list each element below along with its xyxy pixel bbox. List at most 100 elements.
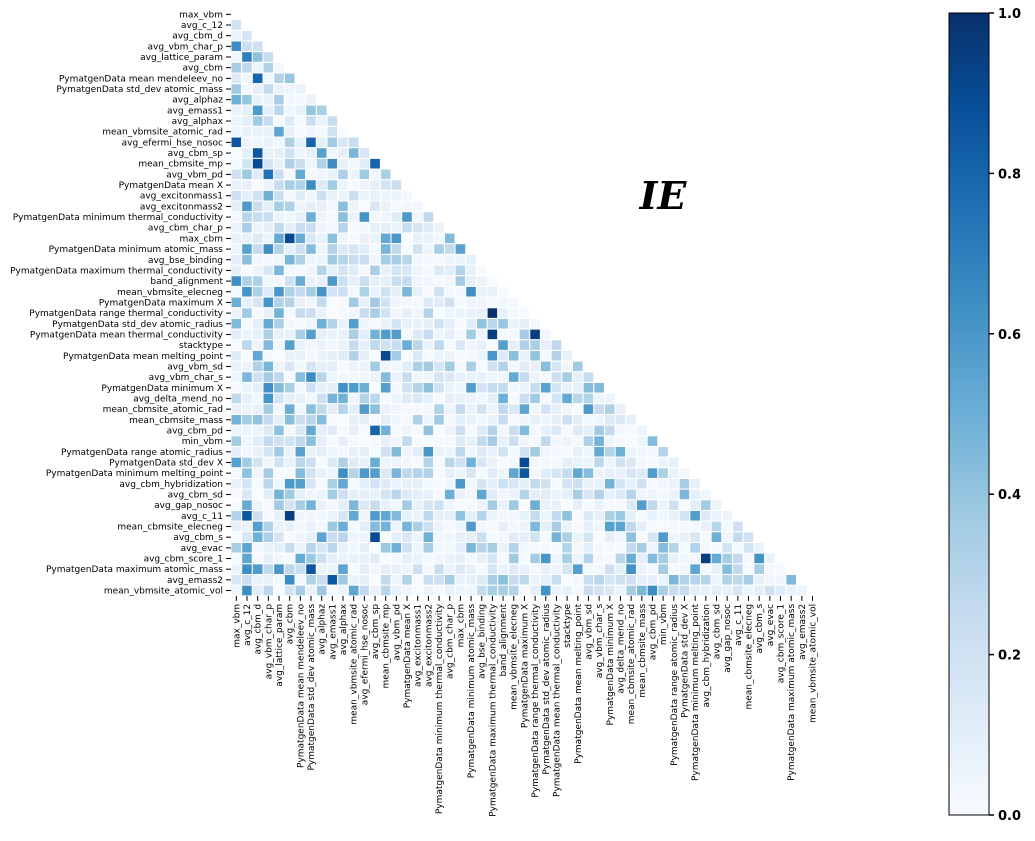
heatmap-cell — [518, 456, 531, 469]
heatmap-cell — [678, 520, 691, 533]
heatmap-cell — [507, 349, 520, 362]
heatmap-cell — [283, 488, 296, 501]
heatmap-cell — [433, 221, 445, 234]
heatmap-cell — [326, 307, 339, 319]
heatmap-cell — [273, 488, 285, 501]
x-tick-label: PymatgenData std_dev atomic_radius — [542, 604, 552, 775]
heatmap-cell — [486, 563, 499, 576]
heatmap-cell — [347, 285, 360, 298]
heatmap-cell — [646, 574, 659, 586]
y-tick-label: avg_vbm_char_s — [149, 373, 224, 383]
heatmap-cell — [422, 349, 435, 362]
heatmap-cell — [497, 424, 509, 437]
heatmap-cell — [507, 488, 520, 501]
heatmap-cell — [390, 253, 403, 266]
heatmap-cell — [433, 275, 445, 287]
heatmap-cell — [518, 360, 531, 373]
heatmap-cell — [422, 413, 435, 426]
colorbar-tick-label: 1.0 — [998, 7, 1021, 22]
heatmap-cell — [646, 488, 659, 501]
heatmap-cell — [443, 243, 456, 255]
heatmap-cell — [401, 339, 413, 351]
x-tick-label: avg_evac — [766, 604, 776, 646]
heatmap-cell — [539, 339, 552, 351]
heatmap-cell — [785, 584, 798, 597]
heatmap-cell — [625, 584, 637, 597]
heatmap-cell — [603, 509, 616, 522]
heatmap-cell — [539, 542, 552, 554]
heatmap-cell — [315, 552, 328, 565]
heatmap-cell — [251, 477, 264, 490]
heatmap-cell — [347, 264, 360, 277]
heatmap-cell — [475, 456, 488, 469]
x-tick-label: mean_vbmsite_atomic_vol — [809, 604, 819, 723]
heatmap-cell — [305, 499, 317, 511]
heatmap-cell — [369, 467, 381, 479]
heatmap-cell — [283, 200, 296, 213]
heatmap-cell — [507, 520, 520, 533]
heatmap-cell — [689, 574, 701, 586]
heatmap-cell — [326, 392, 339, 405]
heatmap-cell — [635, 563, 648, 576]
heatmap-cell — [454, 403, 467, 415]
heatmap-cell — [230, 19, 243, 31]
heatmap-cell — [315, 477, 328, 490]
y-tick-label: min_vbm — [182, 437, 223, 447]
heatmap-cell — [475, 413, 488, 426]
heatmap-cell — [443, 477, 456, 490]
heatmap-cell — [262, 200, 275, 213]
heatmap-cell — [475, 445, 488, 458]
heatmap-cell — [507, 371, 520, 383]
heatmap-cell — [337, 349, 349, 362]
heatmap-cell — [379, 552, 392, 565]
heatmap-cell — [465, 509, 477, 522]
heatmap-cell — [326, 147, 339, 159]
heatmap-cell — [465, 264, 477, 277]
heatmap-cell — [294, 349, 307, 362]
heatmap-cell — [230, 584, 243, 597]
heatmap-cell — [550, 381, 563, 394]
heatmap-cell — [273, 168, 285, 181]
heatmap-cell — [550, 435, 563, 447]
heatmap-cell — [347, 424, 360, 437]
heatmap-cell — [315, 328, 328, 341]
heatmap-cell — [443, 371, 456, 383]
heatmap-cell — [315, 179, 328, 191]
heatmap-cell — [678, 509, 691, 522]
x-tick-label: mean_vbmsite_atomic_rad — [350, 604, 360, 725]
heatmap-cell — [358, 232, 371, 245]
heatmap-cell — [497, 403, 509, 415]
heatmap-cell — [657, 499, 669, 511]
heatmap-cell — [497, 467, 509, 479]
heatmap-cell — [390, 221, 403, 234]
heatmap-cell — [433, 360, 445, 373]
heatmap-cell — [475, 371, 488, 383]
heatmap-cell — [593, 552, 605, 565]
heatmap-cell — [475, 467, 488, 479]
heatmap-cell — [603, 488, 616, 501]
heatmap-cell — [305, 542, 317, 554]
heatmap-cell — [475, 349, 488, 362]
heatmap-cell — [454, 499, 467, 511]
heatmap-cell — [486, 520, 499, 533]
heatmap-cell — [390, 349, 403, 362]
heatmap-cell — [422, 243, 435, 255]
heatmap-cell — [422, 232, 435, 245]
heatmap-cell — [315, 584, 328, 597]
heatmap-cell — [710, 574, 723, 586]
heatmap-cell — [443, 531, 456, 544]
heatmap-cell — [614, 552, 627, 565]
heatmap-cell — [326, 445, 339, 458]
heatmap-cell — [443, 413, 456, 426]
heatmap-cell — [401, 371, 413, 383]
y-tick-label: avg_bse_binding — [148, 256, 223, 266]
heatmap-cell — [273, 211, 285, 223]
heatmap-cell — [283, 531, 296, 544]
heatmap-cell — [315, 467, 328, 479]
heatmap-cell — [273, 499, 285, 511]
heatmap-cell — [529, 381, 541, 394]
heatmap-cell — [603, 424, 616, 437]
x-tick-label: avg_bse_binding — [478, 604, 488, 679]
heatmap-cell — [454, 360, 467, 373]
heatmap-cell — [262, 211, 275, 223]
